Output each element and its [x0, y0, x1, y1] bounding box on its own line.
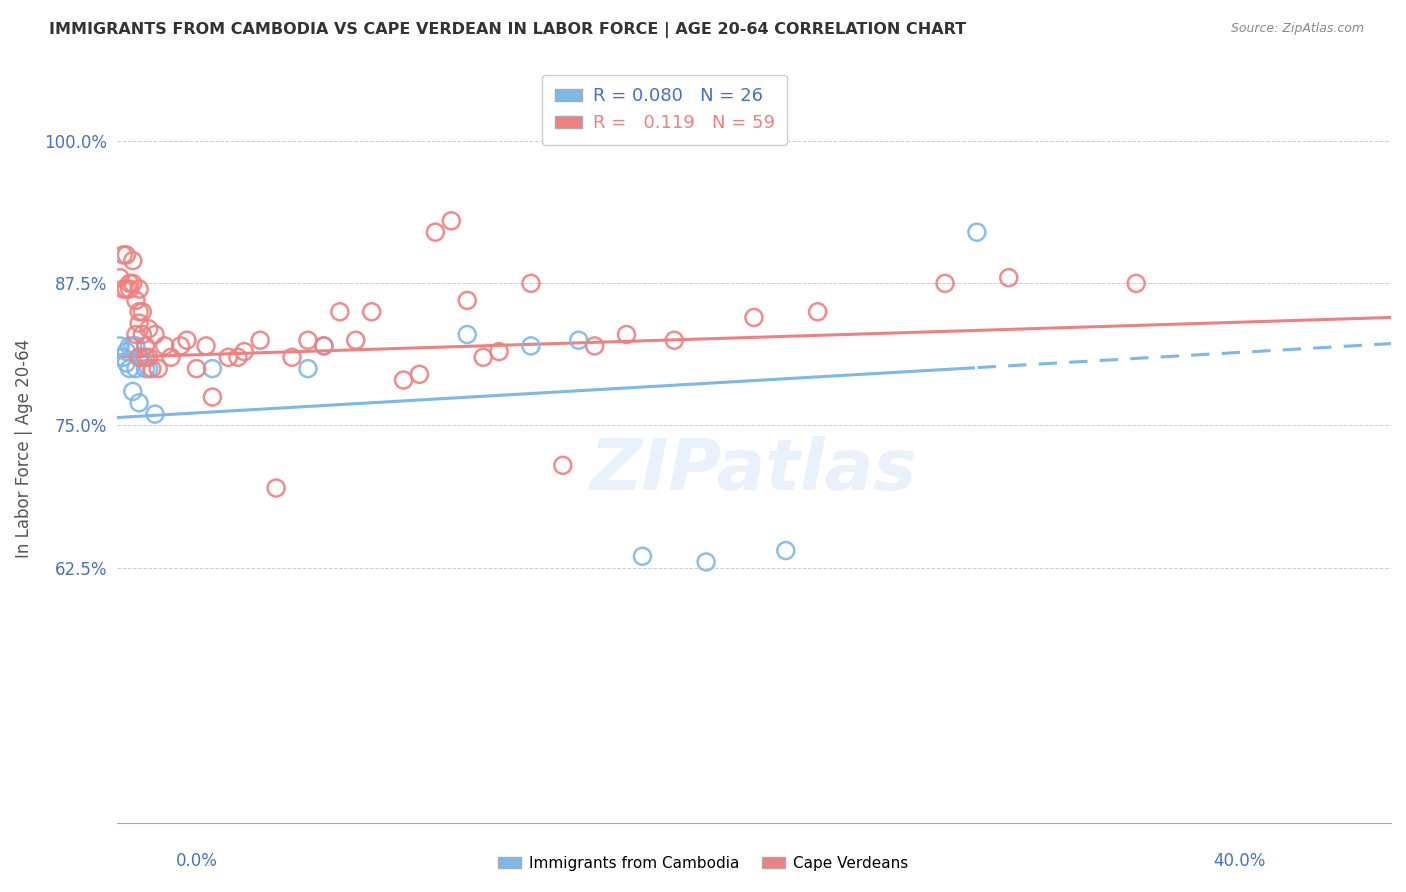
- Point: [115, 248, 138, 262]
- Point: [201, 361, 224, 376]
- Point: [125, 361, 148, 376]
- Point: [264, 481, 287, 495]
- Point: [583, 339, 606, 353]
- Point: [297, 361, 319, 376]
- Point: [488, 344, 510, 359]
- Point: [568, 333, 591, 347]
- Point: [631, 549, 654, 564]
- Point: [138, 351, 160, 365]
- Point: [125, 339, 148, 353]
- Point: [425, 225, 447, 239]
- Point: [115, 282, 138, 296]
- Point: [520, 339, 543, 353]
- Point: [616, 327, 638, 342]
- Point: [148, 361, 170, 376]
- Point: [664, 333, 686, 347]
- Point: [360, 305, 382, 319]
- Point: [134, 361, 156, 376]
- Point: [131, 351, 153, 365]
- Point: [233, 344, 256, 359]
- Point: [176, 333, 198, 347]
- Point: [118, 339, 141, 353]
- Point: [143, 407, 166, 421]
- Point: [520, 277, 543, 291]
- Point: [112, 248, 135, 262]
- Point: [329, 305, 352, 319]
- Point: [125, 293, 148, 308]
- Point: [997, 270, 1019, 285]
- Point: [775, 543, 797, 558]
- Point: [128, 316, 150, 330]
- Point: [118, 361, 141, 376]
- Point: [153, 339, 176, 353]
- Text: IMMIGRANTS FROM CAMBODIA VS CAPE VERDEAN IN LABOR FORCE | AGE 20-64 CORRELATION : IMMIGRANTS FROM CAMBODIA VS CAPE VERDEAN…: [49, 22, 966, 38]
- Point: [134, 351, 156, 365]
- Text: Source: ZipAtlas.com: Source: ZipAtlas.com: [1230, 22, 1364, 36]
- Point: [392, 373, 415, 387]
- Point: [186, 361, 208, 376]
- Point: [131, 305, 153, 319]
- Point: [312, 339, 335, 353]
- Point: [128, 305, 150, 319]
- Point: [281, 351, 304, 365]
- Point: [312, 339, 335, 353]
- Point: [118, 282, 141, 296]
- Point: [121, 253, 143, 268]
- Point: [125, 327, 148, 342]
- Point: [742, 310, 765, 325]
- Point: [160, 351, 183, 365]
- Point: [118, 277, 141, 291]
- Point: [249, 333, 271, 347]
- Point: [966, 225, 988, 239]
- Point: [1125, 277, 1147, 291]
- Point: [807, 305, 830, 319]
- Point: [108, 270, 131, 285]
- Text: 0.0%: 0.0%: [176, 852, 218, 870]
- Point: [131, 327, 153, 342]
- Legend: Immigrants from Cambodia, Cape Verdeans: Immigrants from Cambodia, Cape Verdeans: [492, 850, 914, 877]
- Y-axis label: In Labor Force | Age 20-64: In Labor Force | Age 20-64: [15, 339, 32, 558]
- Point: [115, 356, 138, 370]
- Point: [121, 384, 143, 399]
- Point: [440, 214, 463, 228]
- Point: [138, 322, 160, 336]
- Point: [472, 351, 495, 365]
- Point: [408, 368, 430, 382]
- Point: [297, 333, 319, 347]
- Point: [169, 339, 191, 353]
- Point: [934, 277, 956, 291]
- Point: [128, 351, 150, 365]
- Point: [143, 327, 166, 342]
- Point: [128, 351, 150, 365]
- Point: [201, 390, 224, 404]
- Text: ZIPatlas: ZIPatlas: [591, 436, 918, 505]
- Legend: R = 0.080   N = 26, R =   0.119   N = 59: R = 0.080 N = 26, R = 0.119 N = 59: [543, 75, 787, 145]
- Point: [456, 293, 478, 308]
- Text: 40.0%: 40.0%: [1213, 852, 1265, 870]
- Point: [456, 327, 478, 342]
- Point: [217, 351, 239, 365]
- Point: [108, 339, 131, 353]
- Point: [134, 339, 156, 353]
- Point: [112, 351, 135, 365]
- Point: [121, 339, 143, 353]
- Point: [695, 555, 717, 569]
- Point: [195, 339, 218, 353]
- Point: [551, 458, 574, 473]
- Point: [138, 361, 160, 376]
- Point: [121, 277, 143, 291]
- Point: [128, 282, 150, 296]
- Point: [226, 351, 249, 365]
- Point: [115, 344, 138, 359]
- Point: [112, 282, 135, 296]
- Point: [344, 333, 367, 347]
- Point: [128, 396, 150, 410]
- Point: [141, 361, 163, 376]
